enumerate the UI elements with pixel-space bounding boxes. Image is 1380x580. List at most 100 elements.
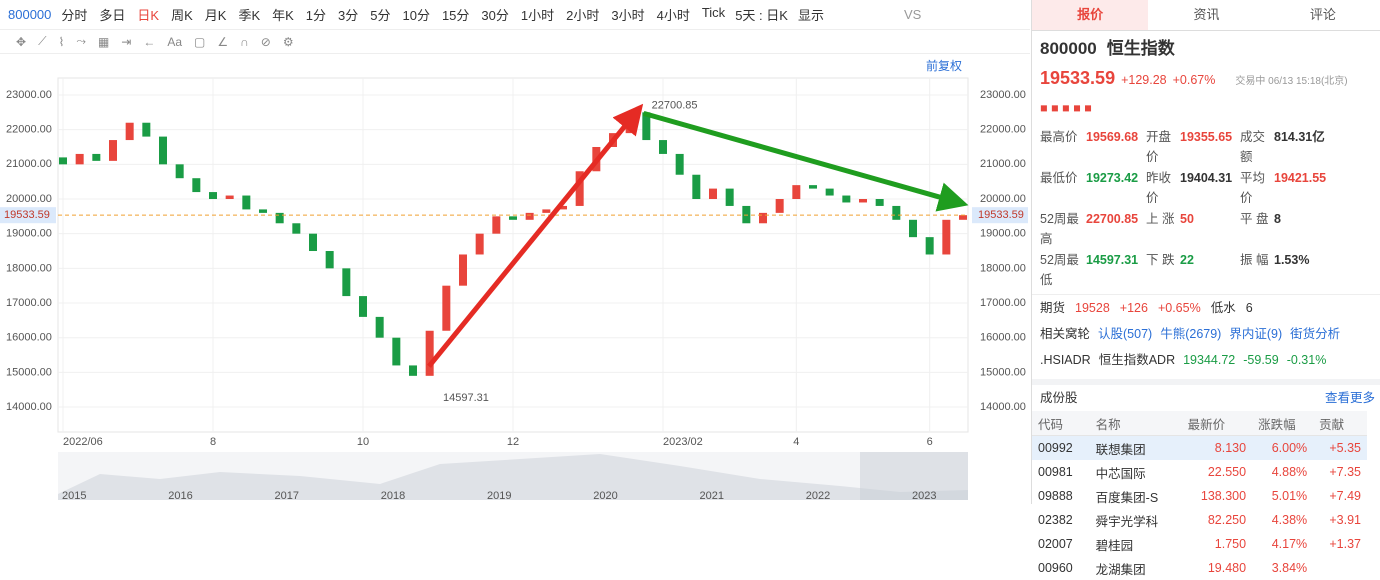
period[interactable]: 1分 (305, 8, 327, 23)
period[interactable]: 日K (137, 8, 160, 23)
last-price-label: 19533.59 (4, 209, 50, 221)
candle (675, 153, 684, 175)
period[interactable]: 30分 (481, 8, 509, 23)
y-tick-label-right: 21000.00 (980, 158, 1026, 170)
item: 恒生指数ADR (1098, 353, 1176, 367)
period[interactable]: 周K (171, 8, 193, 23)
tool-icon[interactable]: ⌇ (58, 34, 65, 49)
cell: 09888 (1038, 489, 1073, 503)
navigator-year: 2023 (912, 490, 936, 502)
header-cell: 贡献 (1313, 411, 1367, 436)
item: 低水 (1210, 301, 1236, 315)
y-tick-label: 20000.00 (6, 193, 52, 205)
candle (492, 216, 501, 234)
period[interactable]: 5分 (370, 8, 391, 23)
stat-label: 下 跌 (1146, 253, 1175, 267)
tool-icon[interactable]: ✥ (16, 34, 27, 49)
candle (292, 223, 301, 234)
vs[interactable]: VS (903, 7, 922, 22)
item[interactable]: 相关窝轮 (1040, 327, 1091, 341)
candle (142, 122, 151, 137)
quote-panel: 报价 资讯 评论 800000 恒生指数 19533.59 +129.28 +0.67% 交… (1031, 0, 1380, 577)
tool-icon[interactable]: ⟋ (38, 34, 47, 48)
candle (425, 330, 434, 376)
period[interactable]: 10分 (402, 8, 430, 23)
cell: 8.130 (1181, 435, 1253, 460)
y-tick-label: 22000.00 (6, 124, 52, 136)
item[interactable]: 牛熊(2679) (1160, 327, 1222, 341)
stat-label: 最高价 (1040, 130, 1078, 144)
table-row[interactable]: 02382 舜宇光学科 82.250 4.38% +3.91 (1032, 508, 1367, 532)
candle (959, 215, 967, 220)
stat-value: 19404.31 (1180, 171, 1233, 185)
stat-value: 8 (1274, 212, 1281, 226)
tab[interactable]: 资讯 (1193, 7, 1220, 22)
range[interactable]: 5天 : 日K (735, 8, 788, 23)
tool-icon[interactable]: ▢ (194, 34, 206, 49)
tool-icon[interactable]: ▦ (97, 34, 110, 49)
table-row[interactable]: 00981 中芯国际 22.550 4.88% +7.35 (1032, 460, 1367, 484)
stat-label: 52周最低 (1040, 253, 1079, 287)
candle (525, 212, 534, 220)
stat-label: 开盘价 (1146, 130, 1172, 164)
candle (442, 285, 451, 331)
candle (92, 153, 101, 161)
tool-icon[interactable]: ← (143, 34, 156, 49)
y-tick-label-right: 22000.00 (980, 124, 1026, 136)
more[interactable]: 查看更多 (1324, 391, 1375, 405)
cell: 龙湖集团 (1095, 562, 1146, 577)
candle (59, 157, 67, 165)
period[interactable]: Tick (701, 5, 726, 20)
period[interactable]: 月K (204, 8, 227, 23)
item[interactable]: 认股(507) (1098, 327, 1153, 341)
candle (242, 195, 251, 210)
period[interactable]: 3小时 (611, 8, 645, 23)
item: 6 (1245, 301, 1253, 315)
candle (642, 112, 651, 141)
tool-icon[interactable]: ∠ (217, 34, 229, 49)
table-row[interactable]: 09888 百度集团-S 138.300 5.01% +7.49 (1032, 484, 1367, 508)
candle (692, 174, 701, 200)
candle (509, 216, 517, 220)
navigator-window[interactable] (860, 452, 968, 500)
adjust[interactable]: 前复权 (926, 58, 962, 73)
stat-label: 昨收价 (1146, 171, 1172, 205)
tool-icon[interactable]: ⚙ (282, 34, 294, 49)
period[interactable]: 季K (238, 8, 261, 23)
period[interactable]: 1小时 (520, 8, 555, 23)
candle (175, 164, 184, 179)
item[interactable]: 街货分析 (1290, 327, 1341, 341)
tool-icon[interactable]: ∩ (240, 34, 249, 49)
tab[interactable]: 报价 (1032, 0, 1149, 30)
cell: +5.35 (1313, 435, 1367, 460)
stat-value: 19421.55 (1274, 171, 1327, 185)
tool-icon[interactable]: ⇥ (121, 34, 132, 49)
stock-code[interactable]: 800000 (8, 7, 52, 22)
draw-toolbar: ✥ ⟋ ⌇ ⤳ ▦ ⇥ ← Aa ▢ ∠ ∩ ⊘ ⚙ (0, 30, 1030, 54)
stat-label: 52周最高 (1040, 212, 1079, 246)
text-tool[interactable]: Aa (167, 34, 183, 49)
name: 恒生指数 (1106, 39, 1175, 58)
candle (742, 205, 751, 224)
tool-icon[interactable]: ⤳ (76, 34, 86, 48)
candle (842, 195, 851, 203)
tab[interactable]: 评论 (1309, 7, 1336, 22)
period[interactable]: 3分 (338, 8, 359, 23)
show[interactable]: 显示 (797, 8, 824, 23)
table-row[interactable]: 02007 碧桂园 1.750 4.17% +1.37 (1032, 532, 1367, 556)
period[interactable]: 年K (272, 8, 294, 23)
item[interactable]: 界内证(9) (1229, 327, 1283, 341)
cell: 19.480 (1207, 561, 1247, 575)
period[interactable]: 2小时 (566, 8, 600, 23)
table-row[interactable]: 00960 龙湖集团 19.480 3.84% (1032, 556, 1367, 580)
period[interactable]: 分时 (61, 8, 88, 23)
tool-icon[interactable]: ⊘ (260, 34, 271, 49)
period[interactable]: 多日 (99, 8, 126, 23)
stat-value: 22700.85 (1086, 212, 1139, 226)
period[interactable]: 4小时 (656, 8, 690, 23)
period[interactable]: 15分 (441, 8, 470, 23)
candle (209, 192, 217, 200)
table-row[interactable]: 00992 联想集团 8.130 6.00% +5.35 (1032, 435, 1367, 460)
cell: 00992 (1032, 435, 1090, 460)
